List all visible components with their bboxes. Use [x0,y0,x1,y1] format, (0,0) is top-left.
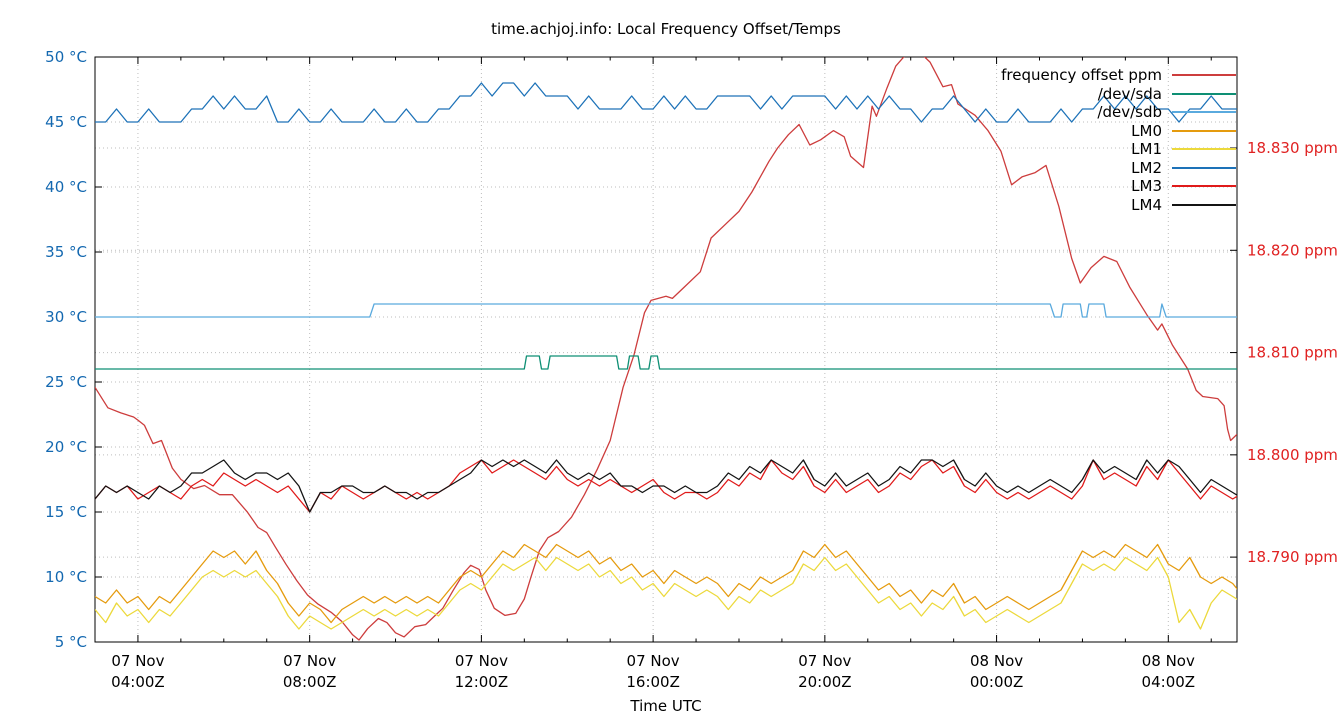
legend-label: /dev/sdb [1097,103,1162,122]
y-left-tick-label: 5 °C [55,633,87,651]
legend-label: frequency offset ppm [1001,66,1162,85]
series-line-lm0 [95,543,1237,624]
legend-label: /dev/sda [1097,84,1162,103]
legend-line-swatch [1172,92,1236,95]
x-tick-label-date: 07 Nov [798,652,851,670]
y-left-tick-label: 40 °C [45,178,87,196]
plot-border [94,56,1238,643]
legend-row: LM3 [1001,177,1236,196]
axes [94,56,1238,643]
x-tick-label-date: 08 Nov [970,652,1023,670]
x-tick-label-time: 20:00Z [798,673,852,691]
y-left-tick-label: 25 °C [45,373,87,391]
x-axis-title: Time UTC [630,697,702,715]
series-line--dev-sda [95,355,1237,370]
y-right-tick-label: 18.810 ppm [1247,344,1338,362]
x-tick-label-time: 04:00Z [111,673,165,691]
legend-line-swatch [1172,166,1236,169]
legend-row: LM4 [1001,196,1236,215]
y-left-tick-label: 20 °C [45,438,87,456]
y-left-tick-label: 30 °C [45,308,87,326]
legend-label: LM4 [1131,195,1162,214]
x-tick-label-time: 16:00Z [626,673,680,691]
series-lines [95,57,1237,641]
legend-row: LM1 [1001,140,1236,159]
legend-label: LM3 [1131,177,1162,196]
x-tick-label-time: 00:00Z [970,673,1024,691]
x-tick-label-time: 04:00Z [1142,673,1196,691]
series-line-lm2 [95,82,1237,123]
legend-line-swatch [1172,129,1236,132]
x-tick-label-time: 12:00Z [455,673,509,691]
gridlines [95,56,1237,643]
legend: frequency offset ppm/dev/sda/dev/sdb LM0 L… [1001,66,1236,214]
chart-title: time.achjoj.info: Local Frequency Offset… [491,20,841,38]
series-line-lm3 [95,459,1237,513]
y-right-tick-label: 18.830 ppm [1247,139,1338,157]
y-right-tick-label: 18.790 ppm [1247,548,1338,566]
legend-row: frequency offset ppm [1001,66,1236,85]
x-tick-label-date: 07 Nov [283,652,336,670]
legend-line-swatch [1172,203,1236,206]
legend-label: LM1 [1131,140,1162,159]
x-tick-label-date: 07 Nov [627,652,680,670]
legend-row: /dev/sdb [1001,103,1236,122]
axis-labels: 5 °C 10 °C 15 °C 20 °C 25 °C 30 °C 35 °C 40 °C 4… [45,48,1338,691]
x-tick-label-time: 08:00Z [283,673,337,691]
y-left-tick-label: 15 °C [45,503,87,521]
legend-line-swatch [1172,74,1236,77]
series-line-lm4 [95,459,1237,513]
series-line--dev-sdb [95,303,1237,318]
series-line-lm1 [95,556,1237,630]
legend-row: LM2 [1001,159,1236,178]
y-left-tick-label: 45 °C [45,113,87,131]
x-tick-label-date: 07 Nov [111,652,164,670]
legend-row: /dev/sda [1001,85,1236,104]
legend-line-swatch [1172,185,1236,188]
legend-line-swatch [1172,111,1236,114]
series-line-frequency-offset-ppm [95,57,1237,641]
legend-label: LM0 [1131,121,1162,140]
x-tick-label-date: 08 Nov [1142,652,1195,670]
y-right-tick-label: 18.800 ppm [1247,446,1338,464]
legend-line-swatch [1172,148,1236,151]
legend-row: LM0 [1001,122,1236,141]
y-left-tick-label: 35 °C [45,243,87,261]
y-left-tick-label: 10 °C [45,568,87,586]
legend-label: LM2 [1131,158,1162,177]
y-right-tick-label: 18.820 ppm [1247,241,1338,259]
y-left-tick-label: 50 °C [45,48,87,66]
x-tick-label-date: 07 Nov [455,652,508,670]
